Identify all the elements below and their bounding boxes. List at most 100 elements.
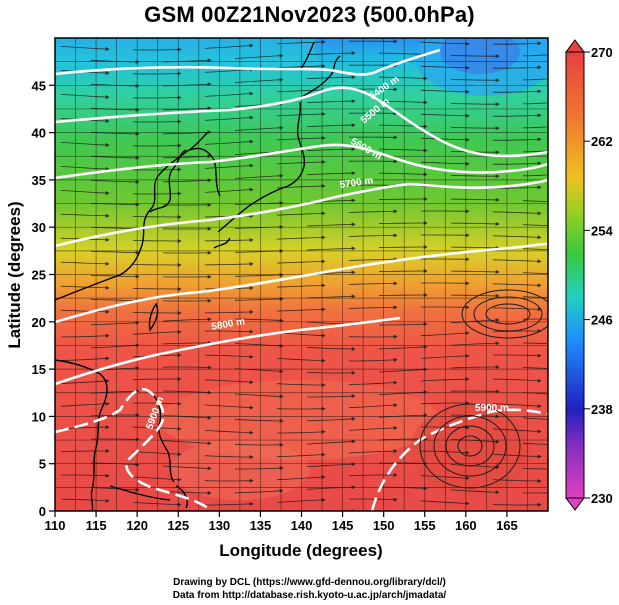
- streamline-arrow: [306, 75, 356, 80]
- streamline-arrow: [522, 318, 548, 320]
- streamline-arrow: [162, 490, 212, 495]
- x-tick-label: 150: [373, 518, 395, 533]
- streamline-arrow: [132, 263, 182, 267]
- streamline-arrow: [132, 287, 182, 291]
- streamline-arrow: [204, 187, 254, 193]
- streamline-arrow: [306, 416, 356, 422]
- streamline-arrow: [90, 226, 140, 231]
- streamline-arrow: [378, 461, 428, 466]
- contour-5800: [55, 242, 548, 324]
- streamline-arrow: [276, 235, 326, 240]
- streamline-arrow: [306, 439, 356, 445]
- streamline-arrow: [90, 250, 140, 255]
- streamline-arrow: [348, 497, 398, 502]
- streamline-arrow: [60, 333, 110, 338]
- streamline-arrow: [306, 246, 356, 251]
- streamline-arrow: [378, 344, 428, 350]
- streamline-arrow: [348, 380, 398, 386]
- streamline-arrow: [162, 82, 212, 87]
- streamline-arrow: [348, 281, 398, 286]
- x-tick-label: 155: [414, 518, 436, 533]
- streamline-arrow: [132, 95, 182, 100]
- streamline-arrow: [276, 40, 326, 45]
- streamline-arrow: [306, 51, 356, 56]
- streamline-arrow: [306, 171, 356, 176]
- colorbar-top-arrow: [565, 39, 585, 53]
- streamline-arrow: [378, 197, 428, 201]
- streamline-arrow: [420, 137, 470, 142]
- streamline-arrow: [306, 123, 356, 128]
- page-title: GSM 00Z21Nov2023 (500.0hPa): [144, 2, 475, 27]
- streamline-arrow: [450, 439, 500, 444]
- streamline-arrow: [522, 174, 548, 177]
- footer-credit-data: Data from http://database.rish.kyoto-u.a…: [172, 590, 447, 601]
- streamline-arrow: [306, 370, 356, 375]
- streamline-arrow: [492, 353, 542, 358]
- streamline-arrow: [234, 318, 284, 323]
- height-contours: [55, 48, 548, 511]
- streamline-arrow: [276, 136, 326, 141]
- vortex-south: [419, 403, 521, 489]
- streamline-arrow: [204, 115, 254, 121]
- streamline-arrow: [306, 147, 356, 152]
- streamline-arrow: [522, 417, 548, 420]
- streamline-arrow: [348, 257, 398, 262]
- contour-5900-east: [370, 408, 548, 511]
- x-tick-label: 110: [45, 518, 66, 533]
- streamline-arrow: [420, 89, 470, 94]
- streamline-arrow: [162, 58, 212, 63]
- streamline-arrow: [132, 239, 182, 243]
- streamline-arrow: [523, 515, 571, 517]
- streamline-arrow: [204, 354, 254, 359]
- streamline-arrow: [450, 293, 500, 298]
- streamline-arrow: [162, 465, 212, 471]
- streamline-arrow: [450, 174, 500, 179]
- borneo-coast: [109, 485, 171, 501]
- streamline-arrow: [450, 389, 500, 394]
- streamline-arrow: [60, 401, 110, 407]
- streamline-arrow: [132, 401, 182, 406]
- streamline-arrow: [60, 285, 110, 290]
- y-tick-label: 20: [32, 315, 46, 330]
- y-tick-label: 0: [39, 504, 46, 519]
- streamline-arrow: [522, 272, 548, 275]
- streamline-arrow: [420, 331, 470, 337]
- streamline-arrow: [234, 224, 284, 229]
- contour-5600: [55, 143, 548, 180]
- streamline-arrow: [492, 378, 542, 383]
- streamline-arrow: [378, 221, 428, 225]
- streamline-arrow: [60, 94, 110, 99]
- x-axis-label: Longitude (degrees): [219, 541, 382, 560]
- streamline-arrow: [132, 502, 182, 507]
- streamline-arrow: [306, 294, 356, 299]
- streamline-arrow: [450, 54, 500, 59]
- streamline-arrow: [60, 379, 110, 384]
- streamline-arrow: [450, 78, 500, 83]
- streamline-arrow: [90, 298, 140, 303]
- streamline-arrow: [378, 437, 428, 441]
- streamline-arrow: [492, 235, 542, 240]
- streamline-arrow: [348, 425, 398, 431]
- streamline-arrow: [204, 379, 254, 385]
- streamline-arrow: [492, 329, 542, 334]
- streamline-arrow: [234, 272, 284, 277]
- y-axis-label: Latitude (degrees): [5, 201, 24, 348]
- colorbar-tick-label: 238: [591, 402, 613, 417]
- streamline-arrow: [276, 307, 326, 312]
- streamline-arrow: [132, 47, 182, 52]
- streamline-arrow: [60, 46, 110, 51]
- streamline-arrow: [378, 148, 428, 153]
- vortex-east: [461, 289, 548, 339]
- colorbar-tick-label: 254: [591, 223, 613, 238]
- streamline-arrow: [276, 332, 326, 338]
- x-tick-label: 145: [332, 518, 354, 533]
- streamline-arrow: [522, 102, 548, 105]
- x-tick-label: 125: [167, 518, 189, 533]
- streamline-arrow: [90, 389, 140, 394]
- streamline-arrow: [90, 202, 140, 207]
- streamline-arrow: [522, 296, 548, 299]
- streamline-arrow: [420, 41, 470, 46]
- x-axis: 110 115 120 125 130 135 140 145 150 155 160 165: [45, 511, 518, 533]
- streamline-arrow: [132, 71, 182, 76]
- streamline-arrow: [204, 430, 254, 435]
